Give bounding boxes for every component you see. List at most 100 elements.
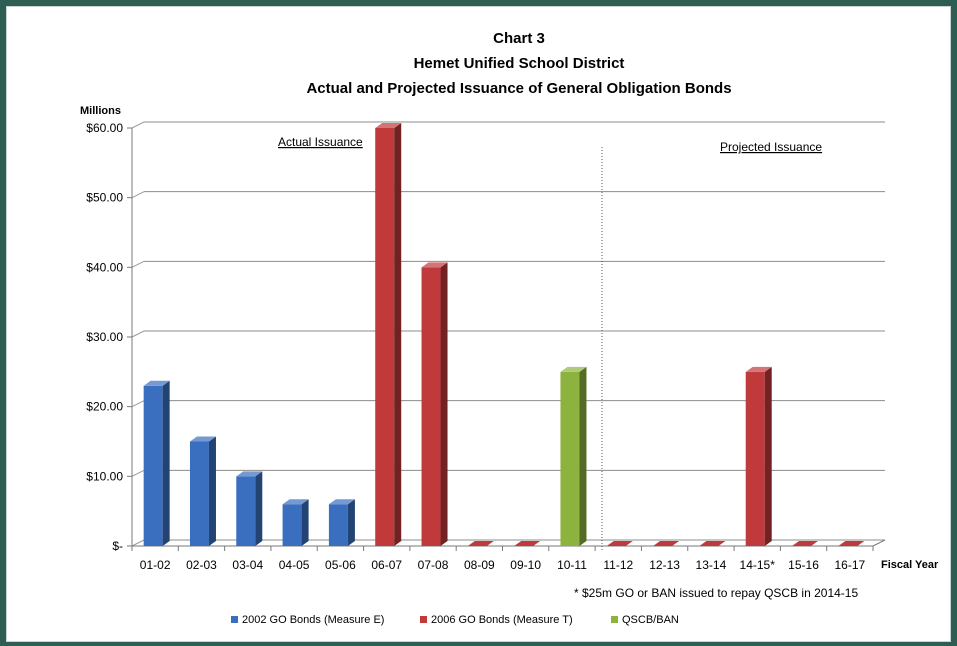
actual-issuance-label: Actual Issuance (278, 135, 363, 149)
bar-16-17 (838, 541, 865, 546)
bar-front-02-03 (189, 441, 209, 546)
grid-depth-4 (131, 260, 145, 268)
x-tick-label-11: 12-13 (649, 558, 680, 572)
grid-depth-6 (131, 121, 145, 129)
y-tick-label-3: $30.00 (86, 330, 123, 344)
x-tick-label-8: 09-10 (510, 558, 541, 572)
bar-top-14-15* (745, 366, 772, 372)
bar-top-06-07 (375, 123, 402, 128)
x-tick-label-9: 10-11 (557, 558, 587, 572)
x-tick-label-5: 06-07 (371, 558, 402, 572)
bar-side-02-03 (208, 436, 216, 546)
chart-svg: Chart 3 Hemet Unified School District Ac… (80, 30, 939, 626)
bar-front-07-08 (421, 267, 441, 546)
bar-front-03-04 (236, 476, 256, 546)
legend-item-2: QSCB/BAN (611, 614, 679, 626)
bar-07-08 (421, 262, 448, 546)
bar-top-01-02 (143, 380, 170, 386)
bar-front-14-15* (745, 371, 765, 546)
bar-01-02 (143, 380, 170, 546)
x-tick-label-2: 03-04 (232, 558, 263, 572)
bar-02-03 (189, 436, 216, 546)
grid-depth-3 (131, 330, 145, 338)
x-tick-label-1: 02-03 (186, 558, 217, 572)
x-tick-label-15: 16-17 (834, 558, 865, 572)
bar-front-06-07 (375, 128, 395, 546)
y-tick-label-5: $50.00 (86, 191, 123, 205)
bar-top-05-06 (328, 499, 355, 505)
legend-item-0: 2002 GO Bonds (Measure E) (231, 614, 384, 626)
x-tick-label-7: 08-09 (464, 558, 495, 572)
x-tick-label-14: 15-16 (788, 558, 819, 572)
bar-side-03-04 (255, 471, 263, 546)
bar-15-16 (792, 541, 819, 546)
chart-title-line-1: Chart 3 (493, 30, 545, 47)
bar-12-13 (653, 541, 680, 546)
bar-11-12 (606, 541, 633, 546)
bar-front-04-05 (282, 504, 302, 546)
x-tick-label-4: 05-06 (325, 558, 356, 572)
bar-flat-08-09 (467, 541, 494, 546)
bars (143, 123, 865, 546)
bar-side-10-11 (579, 366, 587, 546)
y-tick-label-6: $60.00 (86, 121, 123, 135)
chart-frame: Chart 3 Hemet Unified School District Ac… (6, 6, 951, 642)
bar-flat-16-17 (838, 541, 865, 546)
grid-depth-2 (131, 400, 145, 408)
legend-label-1: 2006 GO Bonds (Measure T) (431, 614, 573, 626)
bar-side-14-15* (764, 366, 772, 546)
bar-10-11 (560, 366, 587, 546)
bar-09-10 (514, 541, 541, 546)
x-axis-depth (872, 539, 886, 547)
x-tick-label-6: 07-08 (418, 558, 449, 572)
bar-side-06-07 (394, 123, 402, 546)
x-axis-label: Fiscal Year (881, 559, 939, 571)
bar-front-10-11 (560, 371, 580, 546)
x-tick-labels: 01-02 02-03 03-04 04-05 05-06 06-07 07-08 08-09… (140, 558, 866, 572)
bar-side-05-06 (347, 499, 355, 546)
bar-side-01-02 (162, 380, 170, 546)
chart-title-line-2: Hemet Unified School District (414, 55, 625, 72)
grid-depth-5 (131, 191, 145, 199)
x-tick-label-3: 04-05 (279, 558, 310, 572)
chart-title-line-3: Actual and Projected Issuance of General… (306, 80, 731, 97)
grid-depth-0 (131, 539, 145, 547)
legend-swatch-2 (611, 616, 618, 623)
bar-top-03-04 (236, 471, 263, 477)
y-tick-label-4: $40.00 (86, 260, 123, 274)
legend-label-0: 2002 GO Bonds (Measure E) (242, 614, 384, 626)
bar-03-04 (236, 471, 263, 546)
legend-item-1: 2006 GO Bonds (Measure T) (420, 614, 573, 626)
footnote: * $25m GO or BAN issued to repay QSCB in… (574, 586, 858, 600)
bar-flat-13-14 (699, 541, 726, 546)
projected-issuance-label: Projected Issuance (720, 140, 822, 154)
x-tick-label-0: 01-02 (140, 558, 171, 572)
gridlines (127, 121, 885, 547)
bar-top-07-08 (421, 262, 448, 268)
bar-front-05-06 (328, 504, 348, 546)
x-tick-label-13: 14-15* (740, 558, 776, 572)
bar-front-01-02 (143, 385, 163, 546)
bar-flat-09-10 (514, 541, 541, 546)
bar-06-07 (375, 123, 402, 546)
bar-05-06 (328, 499, 355, 546)
bar-04-05 (282, 499, 309, 546)
y-axis-label: Millions (80, 105, 121, 117)
bar-08-09 (467, 541, 494, 546)
bar-13-14 (699, 541, 726, 546)
legend: 2002 GO Bonds (Measure E) 2006 GO Bonds (… (231, 614, 679, 626)
bar-14-15* (745, 366, 772, 546)
y-tick-label-2: $20.00 (86, 400, 123, 414)
y-tick-label-1: $10.00 (86, 469, 123, 483)
grid-depth-1 (131, 469, 145, 477)
x-tick-label-10: 11-12 (603, 558, 633, 572)
bar-side-04-05 (301, 499, 309, 546)
bar-top-10-11 (560, 366, 587, 372)
y-tick-label-0: $- (112, 539, 123, 553)
y-tick-labels: $- $10.00 $20.00 $30.00 $40.00 $50.00 $60.00 (86, 121, 123, 553)
bar-top-02-03 (189, 436, 216, 442)
legend-swatch-0 (231, 616, 238, 623)
bar-flat-11-12 (606, 541, 633, 546)
legend-label-2: QSCB/BAN (622, 614, 679, 626)
bar-side-07-08 (440, 262, 448, 546)
